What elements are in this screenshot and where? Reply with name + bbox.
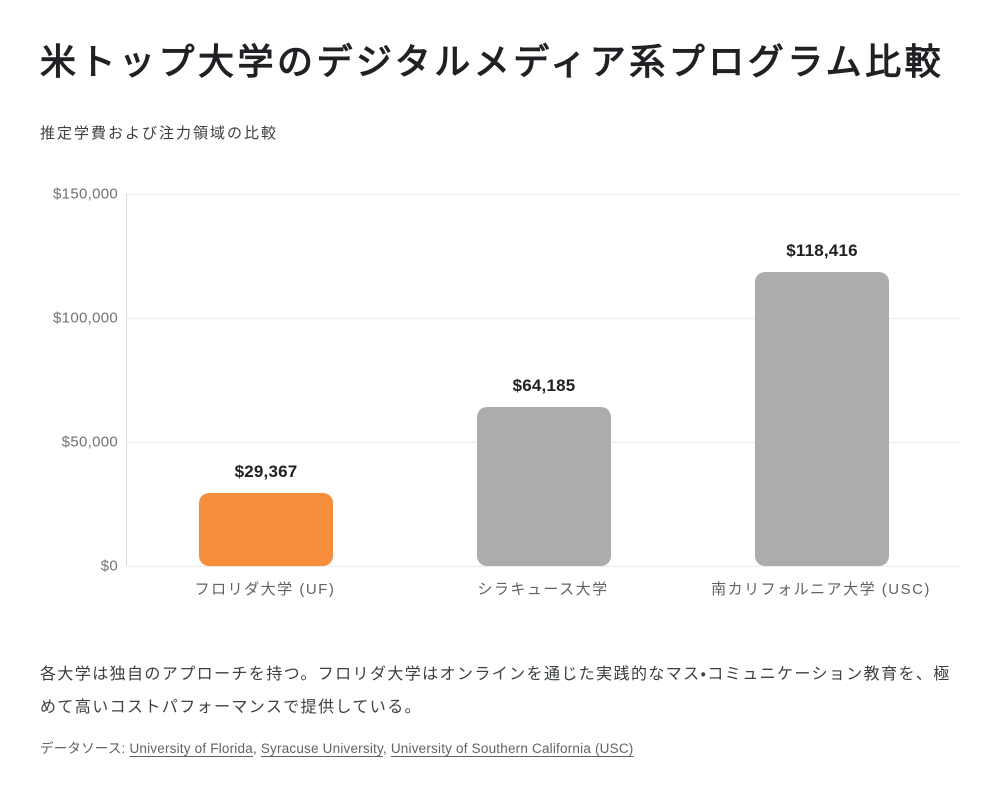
source-link[interactable]: University of Florida	[129, 741, 253, 756]
source-label: データソース:	[40, 741, 126, 756]
chart-subtitle: 推定学費および注力領域の比較	[40, 125, 279, 142]
plot-area: $29,367 $64,185 $118,416	[126, 194, 961, 567]
commentary-text: 各大学は独自のアプローチを持つ。フロリダ大学はオンラインを通じた実践的なマス・コ…	[40, 666, 951, 716]
bar-value-label: $64,185	[512, 376, 576, 395]
x-axis-label: シラキュース大学	[477, 581, 609, 598]
bars-container: $29,367 $64,185 $118,416	[127, 194, 961, 566]
y-tick-label: $50,000	[61, 433, 118, 451]
bar	[755, 272, 889, 566]
page-title: 米トップ大学のデジタルメディア系プログラム比較	[40, 41, 945, 82]
source-link[interactable]: Syracuse University	[260, 741, 383, 756]
bar-group: $118,416	[683, 241, 961, 566]
source-link[interactable]: University of Southern California (USC)	[390, 741, 634, 756]
x-axis: フロリダ大学 (UF) シラキュース大学 南カリフォルニア大学 (USC)	[126, 578, 960, 599]
gridline	[127, 566, 961, 567]
gridline	[127, 194, 961, 195]
source-links: University of Florida, Syracuse Universi…	[129, 741, 634, 756]
bar	[199, 493, 333, 566]
bar-value-label: $118,416	[786, 241, 858, 260]
y-tick-label: $100,000	[53, 309, 118, 327]
source-line: データソース: University of Florida, Syracuse …	[40, 737, 633, 757]
gridline	[127, 318, 961, 319]
bar	[477, 407, 611, 566]
y-axis: $0 $50,000 $100,000 $150,000	[40, 186, 118, 575]
bar-group: $29,367	[127, 462, 405, 566]
y-tick-label: $0	[100, 557, 118, 575]
y-tick-label: $150,000	[53, 185, 118, 203]
x-axis-label: フロリダ大学 (UF)	[194, 581, 336, 598]
bar-value-label: $29,367	[234, 462, 298, 481]
x-axis-label: 南カリフォルニア大学 (USC)	[711, 581, 931, 598]
bar-group: $64,185	[405, 376, 683, 566]
